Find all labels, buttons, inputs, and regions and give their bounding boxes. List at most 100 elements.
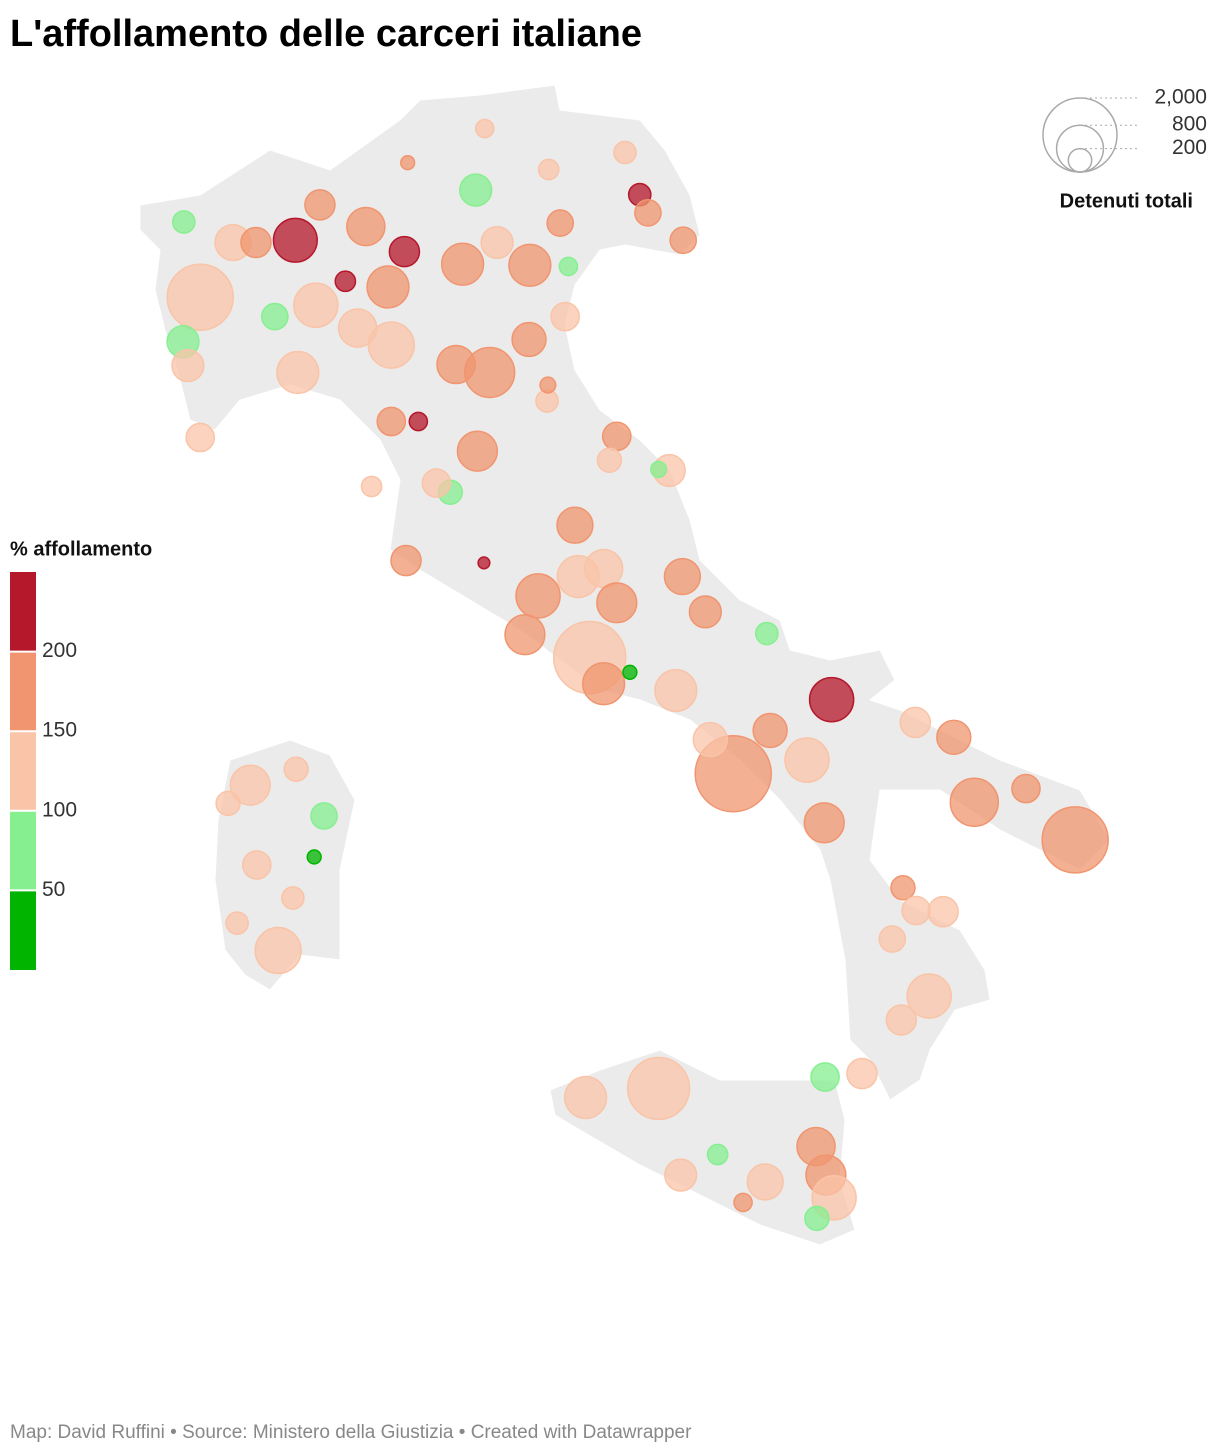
prison-bubble (166, 263, 234, 331)
prison-bubble (563, 1075, 608, 1120)
prison-bubble (885, 1004, 918, 1036)
prison-bubble (346, 206, 386, 247)
prison-bubble (539, 376, 557, 394)
color-tick-label: 150 (42, 719, 77, 742)
prison-bubble (306, 849, 322, 865)
prison-bubble (733, 1192, 753, 1213)
prison-bubble (1041, 806, 1109, 874)
prison-bubble (272, 217, 318, 263)
prison-bubble (421, 468, 452, 498)
prison-bubble (664, 1158, 698, 1192)
prison-bubble (334, 270, 357, 293)
prison-bubble (185, 422, 216, 453)
prison-bubble (810, 1062, 840, 1092)
prison-bubble (171, 210, 196, 234)
bubbles (166, 118, 1109, 1232)
size-legend-title: Detenuti totali (1060, 190, 1193, 212)
prison-bubble (408, 411, 429, 432)
color-legend-title: % affollamento (10, 538, 152, 560)
size-label: 200 (1172, 136, 1207, 159)
prison-bubble (511, 321, 547, 358)
color-tick-label: 200 (42, 639, 77, 662)
prison-bubble (400, 155, 416, 171)
prison-bubble (558, 256, 579, 277)
prison-bubble (596, 582, 638, 624)
prison-bubble (899, 706, 932, 739)
prison-bubble (474, 118, 495, 139)
prison-bubble (225, 911, 249, 935)
prison-bubble (293, 282, 339, 329)
prison-bubble (890, 875, 916, 901)
prison-bubble (803, 802, 845, 844)
prison-bubble (581, 662, 626, 706)
prison-bubble (688, 595, 723, 629)
prison-bubble (634, 199, 662, 227)
prison-bubble (808, 676, 855, 723)
prison-bubble (1011, 773, 1041, 804)
prison-bubble (626, 1056, 691, 1121)
prison-bubble (254, 926, 302, 975)
color-tick-label: 50 (42, 878, 65, 901)
size-circle (1042, 97, 1118, 173)
prison-bubble (706, 1143, 729, 1166)
prison-bubble (229, 764, 271, 806)
prison-bubble (949, 777, 1000, 827)
prison-bubble (784, 737, 830, 783)
color-swatch (10, 890, 36, 970)
prison-bubble (477, 556, 491, 570)
prison-bubble (504, 614, 546, 656)
prison-bubble (901, 895, 931, 926)
prison-bubble (360, 475, 383, 498)
prison-bubble (663, 557, 702, 596)
prison-bubble (746, 1163, 784, 1201)
prison-bubble (515, 573, 561, 619)
prison-bubble (583, 548, 624, 589)
prison-bubble (310, 802, 338, 830)
prison-bubble (654, 668, 698, 713)
prison-bubble (650, 460, 668, 478)
prison-bubble (613, 140, 637, 165)
prison-bubble (601, 421, 632, 452)
prison-bubble (366, 265, 410, 309)
prison-bubble (456, 430, 499, 472)
prison-bubble (367, 321, 415, 369)
title: L'affollamento delle carceri italiane (10, 13, 642, 55)
prison-bubble (537, 158, 560, 181)
color-tick-label: 100 (42, 798, 77, 821)
footer: Map: David Ruffini • Source: Ministero d… (10, 1422, 692, 1443)
color-swatch (10, 651, 36, 732)
prison-bubble (754, 621, 779, 646)
prison-bubble (276, 350, 320, 395)
prison-bubble (215, 790, 241, 817)
prison-bubble (622, 664, 638, 680)
prison-bubble (927, 895, 959, 928)
prison-bubble (669, 226, 698, 255)
prison-bubble (804, 1205, 830, 1232)
prison-bubble (388, 235, 421, 268)
prison-bubble (752, 712, 788, 749)
size-label: 2,000 (1154, 86, 1207, 109)
prison-bubble (337, 308, 378, 348)
color-swatch (10, 810, 36, 891)
prison-bubble (692, 721, 728, 758)
prison-bubble (936, 719, 972, 755)
prison-bubble (261, 302, 289, 331)
prison-bubble (550, 301, 580, 332)
prison-bubble (480, 225, 514, 260)
prison-bubble (546, 209, 575, 237)
prison-bubble (281, 886, 305, 910)
size-label: 800 (1172, 113, 1207, 136)
prison-bubble (906, 973, 952, 1019)
prison-bubble (508, 243, 552, 288)
prison-bubble (171, 348, 205, 383)
prison-bubble (846, 1057, 878, 1090)
prison-bubble (390, 544, 422, 577)
color-swatch (10, 572, 36, 652)
prison-bubble (556, 506, 594, 544)
prison-bubble (241, 850, 272, 880)
prison-bubble (436, 344, 476, 385)
prison-bubble (304, 189, 336, 221)
prison-bubble (283, 756, 309, 782)
